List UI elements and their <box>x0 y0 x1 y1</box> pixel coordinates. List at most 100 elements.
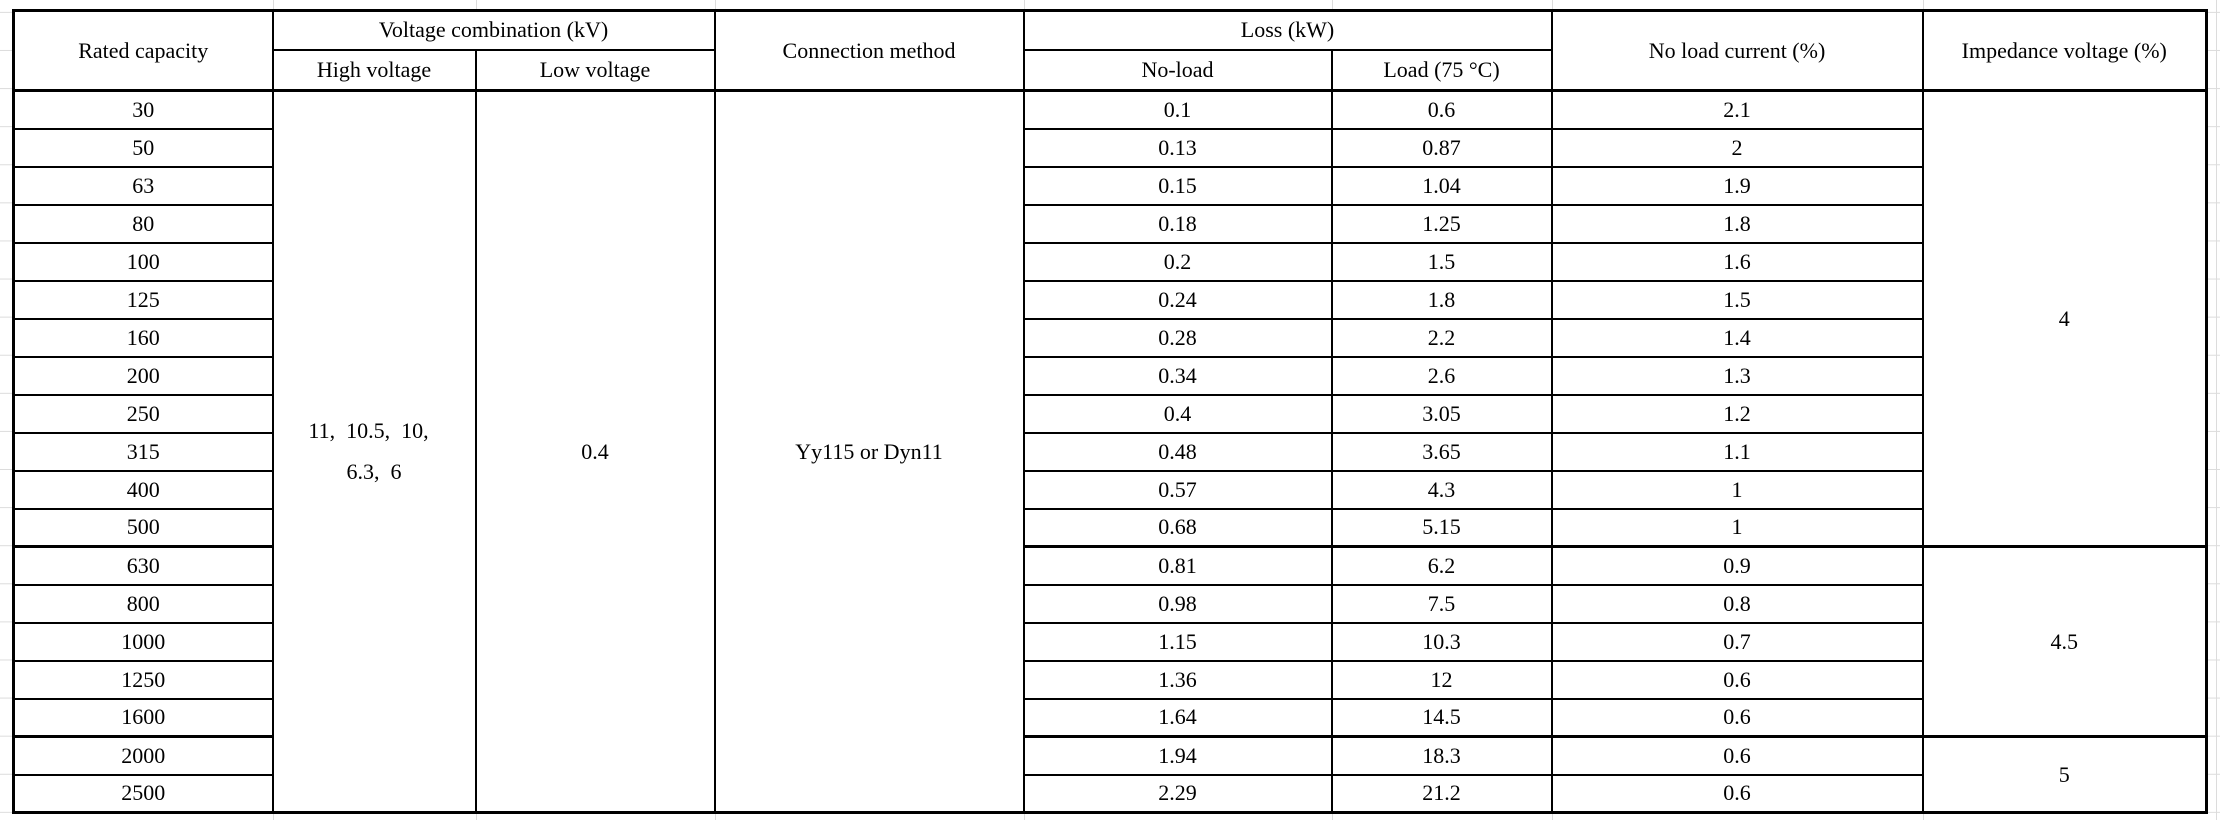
table-row: 1000 1.15 10.3 0.7 <box>12 621 2207 662</box>
cell-rated-capacity: 30 <box>12 89 274 130</box>
cell-rated-capacity: 50 <box>12 127 274 168</box>
cell-no-load-loss: 1.15 <box>1022 621 1333 662</box>
cell-no-load-loss: 0.68 <box>1022 507 1333 548</box>
cell-no-load-current: 2 <box>1550 127 1924 168</box>
cell-load-loss: 2.6 <box>1330 355 1553 396</box>
transformer-spec-table: Rated capacity Voltage combination (kV) … <box>12 9 2209 814</box>
cell-no-load-current: 1 <box>1550 507 1924 548</box>
cell-no-load-loss: 0.24 <box>1022 279 1333 320</box>
cell-no-load-current: 0.6 <box>1550 773 1924 814</box>
cell-no-load-loss: 0.1 <box>1022 89 1333 130</box>
cell-load-loss: 12 <box>1330 659 1553 700</box>
cell-no-load-loss: 0.57 <box>1022 469 1333 510</box>
table-row: 1250 1.36 12 0.6 <box>12 659 2207 700</box>
cell-no-load-loss: 0.48 <box>1022 431 1333 472</box>
cell-no-load-loss: 0.4 <box>1022 393 1333 434</box>
cell-no-load-loss: 0.34 <box>1022 355 1333 396</box>
cell-no-load-current: 1.4 <box>1550 317 1924 358</box>
header-no-load: No-load <box>1022 48 1333 92</box>
table-row: 800 0.98 7.5 0.8 <box>12 583 2207 624</box>
table-row: 100 0.2 1.5 1.6 <box>12 241 2207 282</box>
cell-rated-capacity: 1250 <box>12 659 274 700</box>
cell-load-loss: 1.8 <box>1330 279 1553 320</box>
table-row: 125 0.24 1.8 1.5 <box>12 279 2207 320</box>
cell-no-load-current: 1.3 <box>1550 355 1924 396</box>
cell-no-load-loss: 1.64 <box>1022 697 1333 738</box>
cell-no-load-current: 0.9 <box>1550 545 1924 586</box>
table-row: 315 0.48 3.65 1.1 <box>12 431 2207 472</box>
cell-no-load-current: 1.9 <box>1550 165 1924 206</box>
header-row-top: Rated capacity Voltage combination (kV) … <box>12 9 2208 92</box>
cell-no-load-current: 1.6 <box>1550 241 1924 282</box>
cell-rated-capacity: 315 <box>12 431 274 472</box>
header-no-load-current: No load current (%) <box>1550 9 1924 92</box>
header-loss: Loss (kW) <box>1022 9 1553 51</box>
cell-impedance-voltage: 4.5 <box>1921 545 2208 738</box>
cell-rated-capacity: 250 <box>12 393 274 434</box>
table-row: 2500 2.29 21.2 0.6 <box>12 773 2207 814</box>
cell-no-load-loss: 1.36 <box>1022 659 1333 700</box>
cell-load-loss: 3.65 <box>1330 431 1553 472</box>
header-voltage-combination: Voltage combination (kV) <box>271 9 716 51</box>
cell-rated-capacity: 2500 <box>12 773 274 814</box>
cell-no-load-current: 0.6 <box>1550 697 1924 738</box>
cell-no-load-loss: 0.98 <box>1022 583 1333 624</box>
cell-load-loss: 3.05 <box>1330 393 1553 434</box>
cell-load-loss: 21.2 <box>1330 773 1553 814</box>
spreadsheet-gridline-vertical <box>2216 0 2217 820</box>
cell-rated-capacity: 500 <box>12 507 274 548</box>
cell-rated-capacity: 160 <box>12 317 274 358</box>
cell-no-load-loss: 1.94 <box>1022 735 1333 776</box>
cell-rated-capacity: 630 <box>12 545 274 586</box>
table-row: 80 0.18 1.25 1.8 <box>12 203 2207 244</box>
cell-load-loss: 7.5 <box>1330 583 1553 624</box>
cell-low-voltage: 0.4 <box>474 89 716 814</box>
cell-load-loss: 1.25 <box>1330 203 1553 244</box>
cell-rated-capacity: 200 <box>12 355 274 396</box>
header-high-voltage: High voltage <box>271 48 477 92</box>
cell-load-loss: 0.6 <box>1330 89 1553 130</box>
cell-load-loss: 1.04 <box>1330 165 1553 206</box>
cell-no-load-current: 0.6 <box>1550 735 1924 776</box>
header-load-75c: Load (75 °C) <box>1330 48 1553 92</box>
cell-impedance-voltage: 4 <box>1921 89 2208 548</box>
cell-no-load-current: 1.8 <box>1550 203 1924 244</box>
cell-rated-capacity: 100 <box>12 241 274 282</box>
cell-no-load-current: 0.6 <box>1550 659 1924 700</box>
cell-impedance-voltage: 5 <box>1921 735 2208 814</box>
cell-no-load-current: 0.8 <box>1550 583 1924 624</box>
cell-load-loss: 1.5 <box>1330 241 1553 282</box>
table-body: 30 11, 10.5, 10, 6.3, 6 0.4 Yy115 or Dyn11 0… <box>12 89 2208 814</box>
table-row: 250 0.4 3.05 1.2 <box>12 393 2207 434</box>
cell-no-load-current: 0.7 <box>1550 621 1924 662</box>
table-row: 500 0.68 5.15 1 <box>12 507 2207 548</box>
cell-load-loss: 4.3 <box>1330 469 1553 510</box>
table-row: 30 11, 10.5, 10, 6.3, 6 0.4 Yy115 or Dyn11 0… <box>12 89 2208 814</box>
cell-no-load-current: 1.5 <box>1550 279 1924 320</box>
cell-load-loss: 14.5 <box>1330 697 1553 738</box>
table-row: 63 0.15 1.04 1.9 <box>12 165 2207 206</box>
cell-connection-method: Yy115 or Dyn11 <box>713 89 1025 814</box>
cell-load-loss: 18.3 <box>1330 735 1553 776</box>
table-row: 1600 1.64 14.5 0.6 <box>12 697 2207 738</box>
cell-load-loss: 0.87 <box>1330 127 1553 168</box>
table-row: 2000 1.94 18.3 0.6 5 <box>12 735 2208 814</box>
table-row: 200 0.34 2.6 1.3 <box>12 355 2207 396</box>
cell-no-load-current: 2.1 <box>1550 89 1924 130</box>
cell-rated-capacity: 63 <box>12 165 274 206</box>
high-voltage-value: 11, 10.5, 10, 6.3, 6 <box>308 417 440 484</box>
cell-rated-capacity: 125 <box>12 279 274 320</box>
cell-load-loss: 10.3 <box>1330 621 1553 662</box>
cell-load-loss: 5.15 <box>1330 507 1553 548</box>
table-header: Rated capacity Voltage combination (kV) … <box>12 9 2208 92</box>
header-row-sub: High voltage Low voltage No-load Load (7… <box>14 48 2207 92</box>
cell-rated-capacity: 1600 <box>12 697 274 738</box>
cell-rated-capacity: 2000 <box>12 735 274 776</box>
cell-no-load-loss: 0.18 <box>1022 203 1333 244</box>
cell-no-load-current: 1.1 <box>1550 431 1924 472</box>
cell-high-voltage: 11, 10.5, 10, 6.3, 6 <box>271 89 477 814</box>
cell-load-loss: 2.2 <box>1330 317 1553 358</box>
cell-no-load-current: 1 <box>1550 469 1924 510</box>
table-row: 400 0.57 4.3 1 <box>12 469 2207 510</box>
